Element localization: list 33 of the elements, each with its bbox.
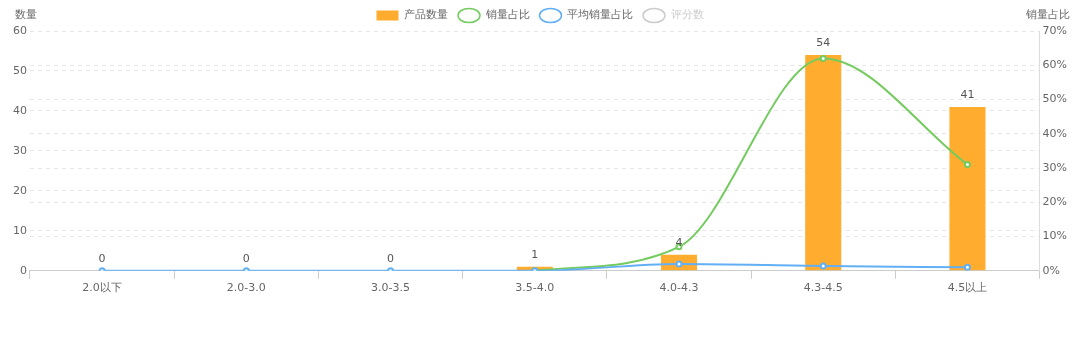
y-tick-label: 50 xyxy=(13,63,27,77)
y2-tick-label: 70% xyxy=(1042,23,1067,37)
y-tick-label: 30 xyxy=(13,143,27,157)
y2-tick-label: 10% xyxy=(1042,229,1067,243)
data-label: 0 xyxy=(98,252,106,266)
y-tick-label: 40 xyxy=(13,103,27,117)
data-label: 1 xyxy=(531,248,539,262)
x-tick-label: 4.5以上 xyxy=(947,281,988,295)
y-tick-label: 20 xyxy=(13,183,27,197)
data-label: 0 xyxy=(242,252,250,266)
x-tick-label: 2.0以下 xyxy=(82,281,122,295)
legend-label: 销量占比 xyxy=(484,8,530,22)
y-axis-title: 数量 xyxy=(15,7,37,21)
data-label: 0 xyxy=(387,252,395,266)
legend-label: 平均销量占比 xyxy=(567,8,633,22)
data-label: 54 xyxy=(816,36,831,50)
x-tick-label: 3.5-4.0 xyxy=(515,281,555,295)
y2-tick-label: 50% xyxy=(1042,92,1067,106)
y2-axis-title: 销量占比 xyxy=(1025,7,1070,21)
y2-tick-label: 0% xyxy=(1042,263,1060,277)
y-tick-label: 60 xyxy=(13,23,27,37)
y-tick-label: 0 xyxy=(20,263,27,277)
y2-tick-label: 30% xyxy=(1042,160,1067,174)
x-tick-label: 2.0-3.0 xyxy=(226,281,266,295)
y2-tick-label: 20% xyxy=(1042,195,1067,209)
y-tick-label: 10 xyxy=(13,223,27,237)
x-tick-label: 3.0-3.5 xyxy=(371,281,411,295)
y2-tick-label: 60% xyxy=(1042,58,1067,72)
y2-tick-label: 40% xyxy=(1042,126,1067,140)
legend-label: 产品数量 xyxy=(404,8,448,22)
x-tick-label: 4.0-4.3 xyxy=(659,281,699,295)
data-label: 41 xyxy=(960,88,975,102)
x-tick-label: 4.3-4.5 xyxy=(803,281,843,295)
